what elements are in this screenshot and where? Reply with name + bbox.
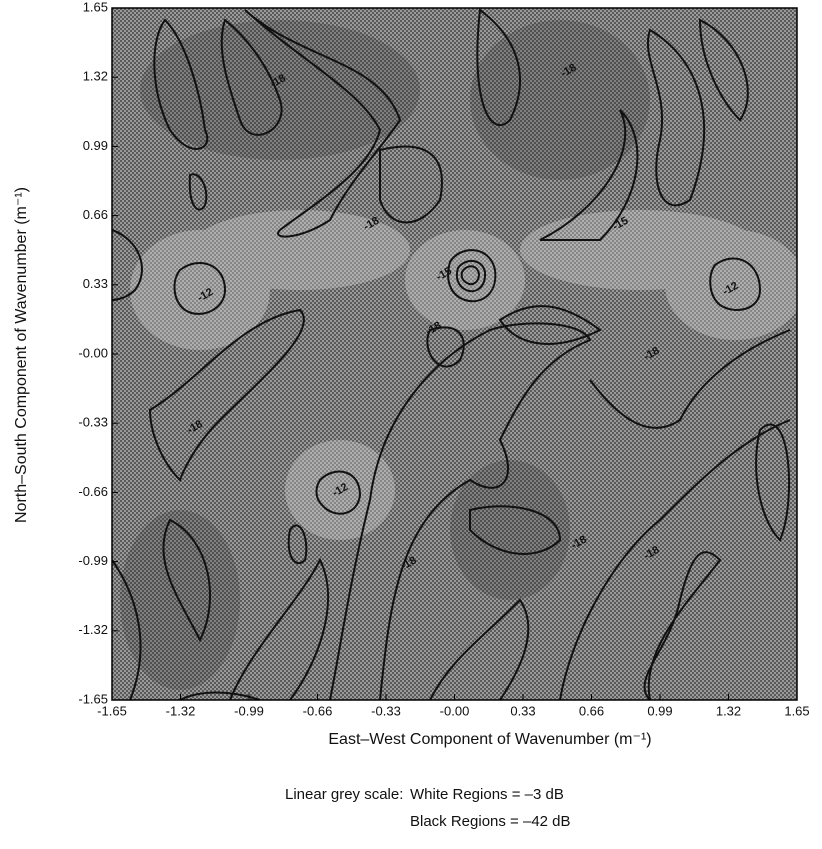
y-tick-label: 0.99 [83, 138, 108, 153]
scale-note: White Regions = –3 dB [410, 786, 564, 803]
scale-note: Black Regions = –42 dB [410, 813, 571, 830]
y-tick-label: -1.65 [78, 691, 108, 706]
x-tick-label: -0.33 [371, 703, 401, 718]
y-tick-label: 0.66 [83, 207, 108, 222]
y-tick-label: 1.32 [83, 69, 108, 84]
x-tick-label: 0.99 [647, 703, 672, 718]
x-tick-label: -1.32 [166, 703, 196, 718]
x-tick-label: -0.99 [234, 703, 264, 718]
y-tick-label: 1.65 [83, 0, 108, 14]
x-tick-label: -1.65 [97, 703, 127, 718]
plot-background [112, 8, 797, 700]
contour-lines [112, 8, 791, 700]
x-axis-title: East–West Component of Wavenumber (m⁻¹) [328, 731, 651, 748]
y-tick-label: 0.33 [83, 276, 108, 291]
x-tick-label: 0.66 [579, 703, 604, 718]
y-tick-label: -1.32 [78, 622, 108, 637]
light-regions [130, 210, 797, 540]
y-axis-title: North–South Component of Wavenumber (m⁻¹… [13, 187, 30, 523]
x-tick-label: -0.00 [440, 703, 470, 718]
y-tick-label: -0.99 [78, 553, 108, 568]
x-tick-label: 1.65 [784, 703, 809, 718]
y-tick-label: -0.00 [78, 345, 108, 360]
scale-note: Linear grey scale: [285, 786, 403, 803]
plot-area [112, 8, 797, 700]
x-tick-label: 0.33 [510, 703, 535, 718]
y-tick-label: -0.66 [78, 484, 108, 499]
x-tick-label: -0.66 [303, 703, 333, 718]
y-tick-label: -0.33 [78, 415, 108, 430]
x-tick-label: 1.32 [716, 703, 741, 718]
